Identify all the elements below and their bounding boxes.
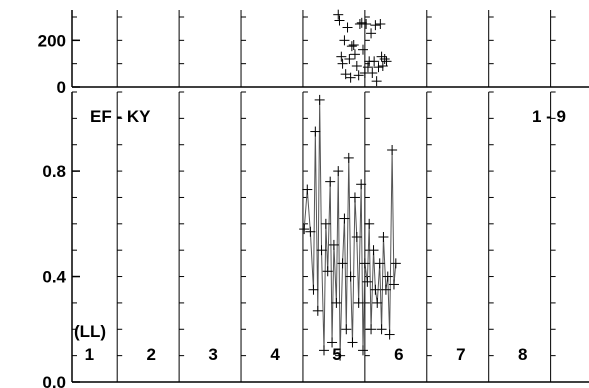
data-point (318, 345, 329, 356)
data-point (314, 94, 325, 105)
data-point (351, 61, 362, 71)
data-point (382, 271, 393, 282)
data-point (333, 166, 344, 177)
y-tick-label: 200 (38, 31, 66, 50)
data-point (342, 22, 353, 33)
y-tick-label: 0.4 (42, 268, 66, 287)
data-point (341, 324, 352, 335)
data-point (366, 28, 377, 39)
data-point (371, 76, 382, 87)
chart-title: EF - KY (90, 107, 151, 126)
data-point (316, 245, 327, 256)
data-point (356, 17, 367, 28)
data-point (327, 337, 338, 348)
data-point (376, 324, 387, 335)
data-point (366, 324, 377, 335)
data-point (362, 62, 373, 73)
data-point (325, 176, 336, 187)
column-label: 4 (270, 345, 280, 364)
data-point (358, 44, 369, 55)
data-point (388, 279, 399, 290)
data-point (312, 305, 323, 316)
data-point (333, 9, 344, 20)
data-point (305, 226, 316, 237)
series-line (303, 99, 397, 356)
y-tick-label: 0.0 (42, 373, 66, 388)
data-point (384, 329, 395, 340)
data-point (375, 19, 386, 29)
data-point (320, 218, 331, 229)
data-point (331, 297, 342, 308)
data-point (347, 337, 358, 348)
data-point (344, 54, 355, 64)
data-point (337, 258, 348, 269)
column-label: 7 (456, 345, 465, 364)
data-point (349, 49, 360, 60)
data-point (302, 184, 313, 195)
data-point (328, 239, 339, 250)
range-annotation: 1 - 9 (532, 107, 566, 126)
data-point (339, 35, 350, 46)
data-point (364, 218, 375, 229)
data-point (335, 350, 346, 361)
column-label: 1 (85, 345, 94, 364)
column-label: 2 (146, 345, 155, 364)
data-point (310, 126, 321, 137)
data-point (339, 213, 350, 224)
data-point (346, 41, 357, 52)
data-point (372, 297, 383, 308)
data-point (322, 266, 333, 277)
data-point (361, 19, 372, 29)
data-point (353, 70, 364, 81)
main-panel: 0.0 0.4 0.8 1 2 3 4 5 6 7 8 (42, 91, 589, 388)
data-point (362, 276, 373, 287)
column-label: 6 (394, 345, 403, 364)
data-point (378, 232, 389, 242)
data-point (387, 145, 398, 155)
column-label: 8 (518, 345, 527, 364)
data-point (374, 258, 385, 269)
data-point (299, 224, 310, 235)
data-point (373, 62, 384, 73)
data-point (349, 192, 360, 203)
data-point (334, 15, 345, 26)
data-point (370, 20, 381, 31)
data-point (359, 258, 370, 269)
y-tick-label: 0 (57, 78, 66, 97)
data-point (345, 72, 356, 83)
top-panel: 0 200 (38, 9, 589, 97)
data-point (390, 258, 401, 269)
unit-annotation: (LL) (74, 322, 106, 341)
y-tick-label: 0.8 (42, 162, 66, 181)
data-point (351, 232, 362, 242)
data-point (345, 271, 356, 282)
column-label: 3 (208, 345, 217, 364)
data-point (358, 345, 369, 356)
column-label: 5 (332, 345, 341, 364)
data-point (370, 284, 381, 295)
data-point (343, 152, 354, 163)
data-point (379, 54, 390, 64)
data-point (368, 245, 379, 256)
data-point (308, 284, 319, 295)
data-point (380, 284, 391, 295)
data-point (367, 68, 378, 78)
data-point (381, 56, 392, 67)
data-point (353, 297, 364, 308)
data-point (348, 40, 359, 50)
data-point (336, 51, 347, 62)
data-point (337, 58, 348, 69)
data-point (369, 56, 380, 67)
data-point (356, 179, 367, 190)
